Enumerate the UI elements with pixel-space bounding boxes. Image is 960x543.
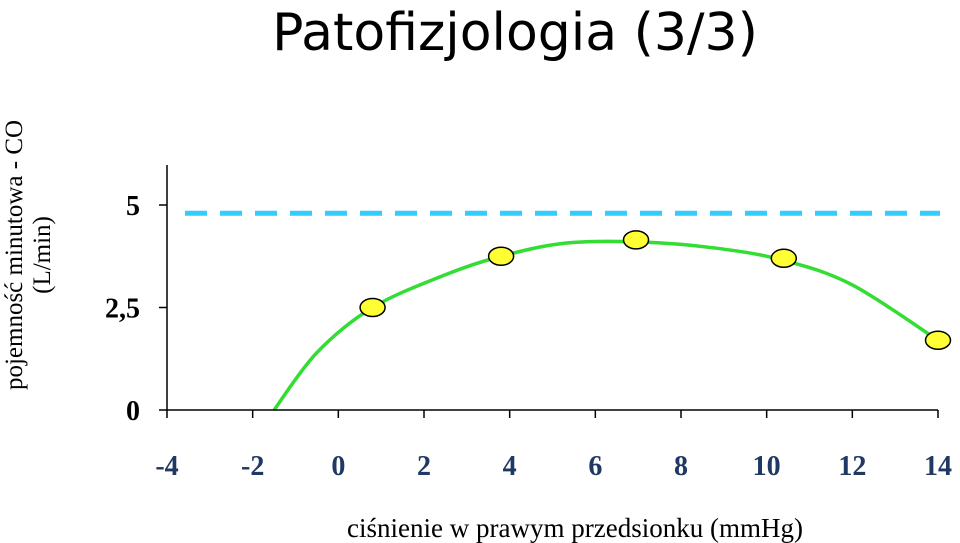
data-point-marker [770,248,798,269]
y-axis-label: pojemność minutowa - CO (L/min) [1,120,56,390]
data-point-marker [359,297,386,318]
cardiac-output-curve [272,239,939,412]
x-tick-label: 14 [924,451,952,482]
x-tick-label: 6 [588,451,602,482]
tick-label-layer: 0 2,5 5 -4 -2 0 2 4 6 8 10 12 14 [105,191,952,482]
curve-layer [272,239,939,412]
x-tick-label: -4 [155,451,178,482]
x-tick-label: 10 [753,451,781,482]
y-tick-label: 0 [126,396,140,427]
y-axis-label-line-1: pojemność minutowa - CO [1,120,28,390]
x-tick-label: -2 [241,451,264,482]
data-point-marker [924,330,952,351]
y-axis-label-line-2: (L/min) [29,216,56,294]
x-tick-label: 0 [331,451,345,482]
x-axis-label: ciśnienie w prawym przedsionku (mmHg) [347,513,803,543]
x-tick-label: 4 [503,451,517,482]
y-tick-label: 2,5 [105,294,140,325]
data-point-marker [487,246,515,266]
x-tick-label: 12 [838,451,866,482]
marker-layer [359,230,952,351]
x-tick-label: 2 [417,451,431,482]
axis-layer [159,165,939,418]
y-tick-label: 5 [126,191,140,222]
data-point-marker [622,230,650,250]
x-tick-label: 8 [674,451,688,482]
chart-title: Patofizjologia (3/3) [272,3,758,63]
